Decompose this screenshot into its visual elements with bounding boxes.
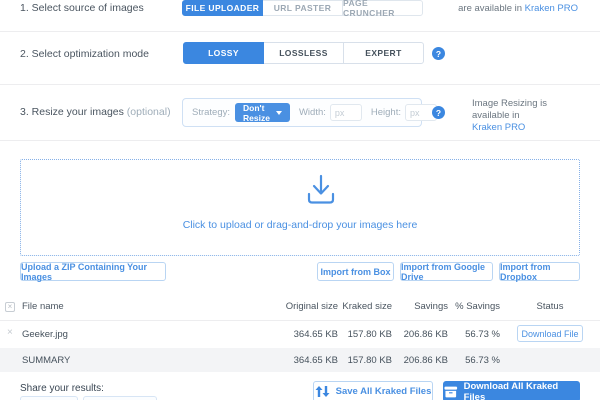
separator-1 — [0, 31, 600, 32]
mode-help-icon[interactable]: ? — [432, 47, 445, 60]
caret-down-icon — [275, 110, 282, 115]
summary-kraked-size: 157.80 KB — [347, 355, 392, 366]
height-input[interactable] — [405, 104, 437, 121]
savings-cell: 206.86 KB — [403, 329, 448, 340]
header-kraked-size: Kraked size — [342, 301, 392, 312]
table-separator — [0, 320, 600, 321]
header-savings: Savings — [414, 301, 448, 312]
resize-help-icon[interactable]: ? — [432, 106, 445, 119]
separator-2 — [0, 84, 600, 85]
resize-pro-note: Image Resizing is available in Kraken PRO — [472, 98, 587, 134]
import-box-button[interactable]: Import from Box — [317, 262, 394, 281]
original-size-cell: 364.65 KB — [293, 329, 338, 340]
height-label: Height: — [370, 107, 401, 118]
mode-lossless-button[interactable]: LOSSLESS — [263, 42, 344, 64]
mode-buttons: LOSSY LOSSLESS EXPERT — [183, 42, 424, 64]
import-google-drive-button[interactable]: Import from Google Drive — [400, 262, 493, 282]
upload-dropzone[interactable]: Click to upload or drag-and-drop your im… — [20, 159, 580, 256]
remove-all-files-icon[interactable]: × — [5, 302, 15, 312]
mode-expert-button[interactable]: EXPERT — [343, 42, 424, 64]
file-name-cell: Geeker.jpg — [22, 329, 68, 340]
header-original-size: Original size — [285, 301, 338, 312]
dropzone-text: Click to upload or drag-and-drop your im… — [182, 219, 418, 231]
summary-pct-savings: 56.73 % — [465, 355, 500, 366]
save-all-kraked-files-button[interactable]: Save All Kraked Files — [313, 381, 433, 400]
sync-arrows-icon — [315, 386, 330, 397]
results-table-header: × File name Original size Kraked size Sa… — [0, 300, 600, 317]
kraked-size-cell: 157.80 KB — [347, 329, 392, 340]
step3-label-optional: (optional) — [126, 106, 171, 118]
share-button-1[interactable] — [20, 396, 78, 400]
pct-savings-cell: 56.73 % — [465, 329, 500, 340]
upload-zip-button[interactable]: Upload a ZIP Containing Your Images — [20, 262, 166, 282]
table-row: × Geeker.jpg 364.65 KB 157.80 KB 206.86 … — [0, 321, 600, 347]
resize-settings-box: Strategy: Don't Resize Width: Height: — [182, 98, 437, 127]
summary-label: SUMMARY — [22, 355, 71, 366]
resize-strategy-dropdown[interactable]: Don't Resize — [235, 102, 290, 123]
summary-savings: 206.86 KB — [403, 355, 448, 366]
save-all-label: Save All Kraked Files — [335, 386, 432, 397]
width-input[interactable] — [329, 104, 362, 121]
import-dropbox-button[interactable]: Import from Dropbox — [499, 262, 580, 282]
pro-note: are available in Kraken PRO — [458, 3, 578, 14]
header-status: Status — [536, 301, 564, 312]
mode-lossy-button[interactable]: LOSSY — [183, 42, 264, 64]
kraken-pro-link[interactable]: Kraken PRO — [524, 3, 578, 14]
share-button-2[interactable] — [83, 396, 157, 400]
table-summary-row: SUMMARY 364.65 KB 157.80 KB 206.86 KB 56… — [0, 348, 600, 372]
tab-page-cruncher[interactable]: PAGE CRUNCHER — [342, 0, 423, 18]
width-label: Width: — [298, 107, 326, 118]
download-all-label: Download All Kraked Files — [463, 380, 559, 400]
remove-file-icon[interactable]: × — [7, 327, 13, 338]
pro-note-prefix: are available in — [458, 3, 525, 14]
download-file-button[interactable]: Download File — [517, 325, 583, 342]
download-arrow-icon — [307, 174, 335, 204]
resize-kraken-pro-link[interactable]: Kraken PRO — [472, 122, 526, 133]
resize-pro-note-text: Image Resizing is available in — [472, 98, 547, 121]
tab-url-paster[interactable]: URL PASTER — [262, 0, 343, 16]
resize-strategy-value: Don't Resize — [243, 102, 270, 123]
share-results-label: Share your results: — [20, 383, 104, 394]
source-tabs: FILE UPLOADER URL PASTER PAGE CRUNCHER — [182, 0, 423, 18]
strategy-label: Strategy: — [192, 107, 231, 118]
archive-download-icon — [444, 386, 458, 397]
summary-original-size: 364.65 KB — [293, 355, 338, 366]
tab-file-uploader[interactable]: FILE UPLOADER — [182, 0, 263, 16]
step3-label-main: 3. Resize your images — [20, 106, 127, 118]
step2-label: 2. Select optimization mode — [20, 48, 149, 60]
download-all-kraked-files-button[interactable]: Download All Kraked Files — [443, 381, 580, 400]
step3-label: 3. Resize your images (optional) — [20, 106, 171, 118]
header-pct-savings: % Savings — [455, 301, 500, 312]
header-file-name: File name — [22, 301, 64, 312]
separator-3 — [0, 140, 600, 141]
step1-label: 1. Select source of images — [20, 2, 144, 14]
